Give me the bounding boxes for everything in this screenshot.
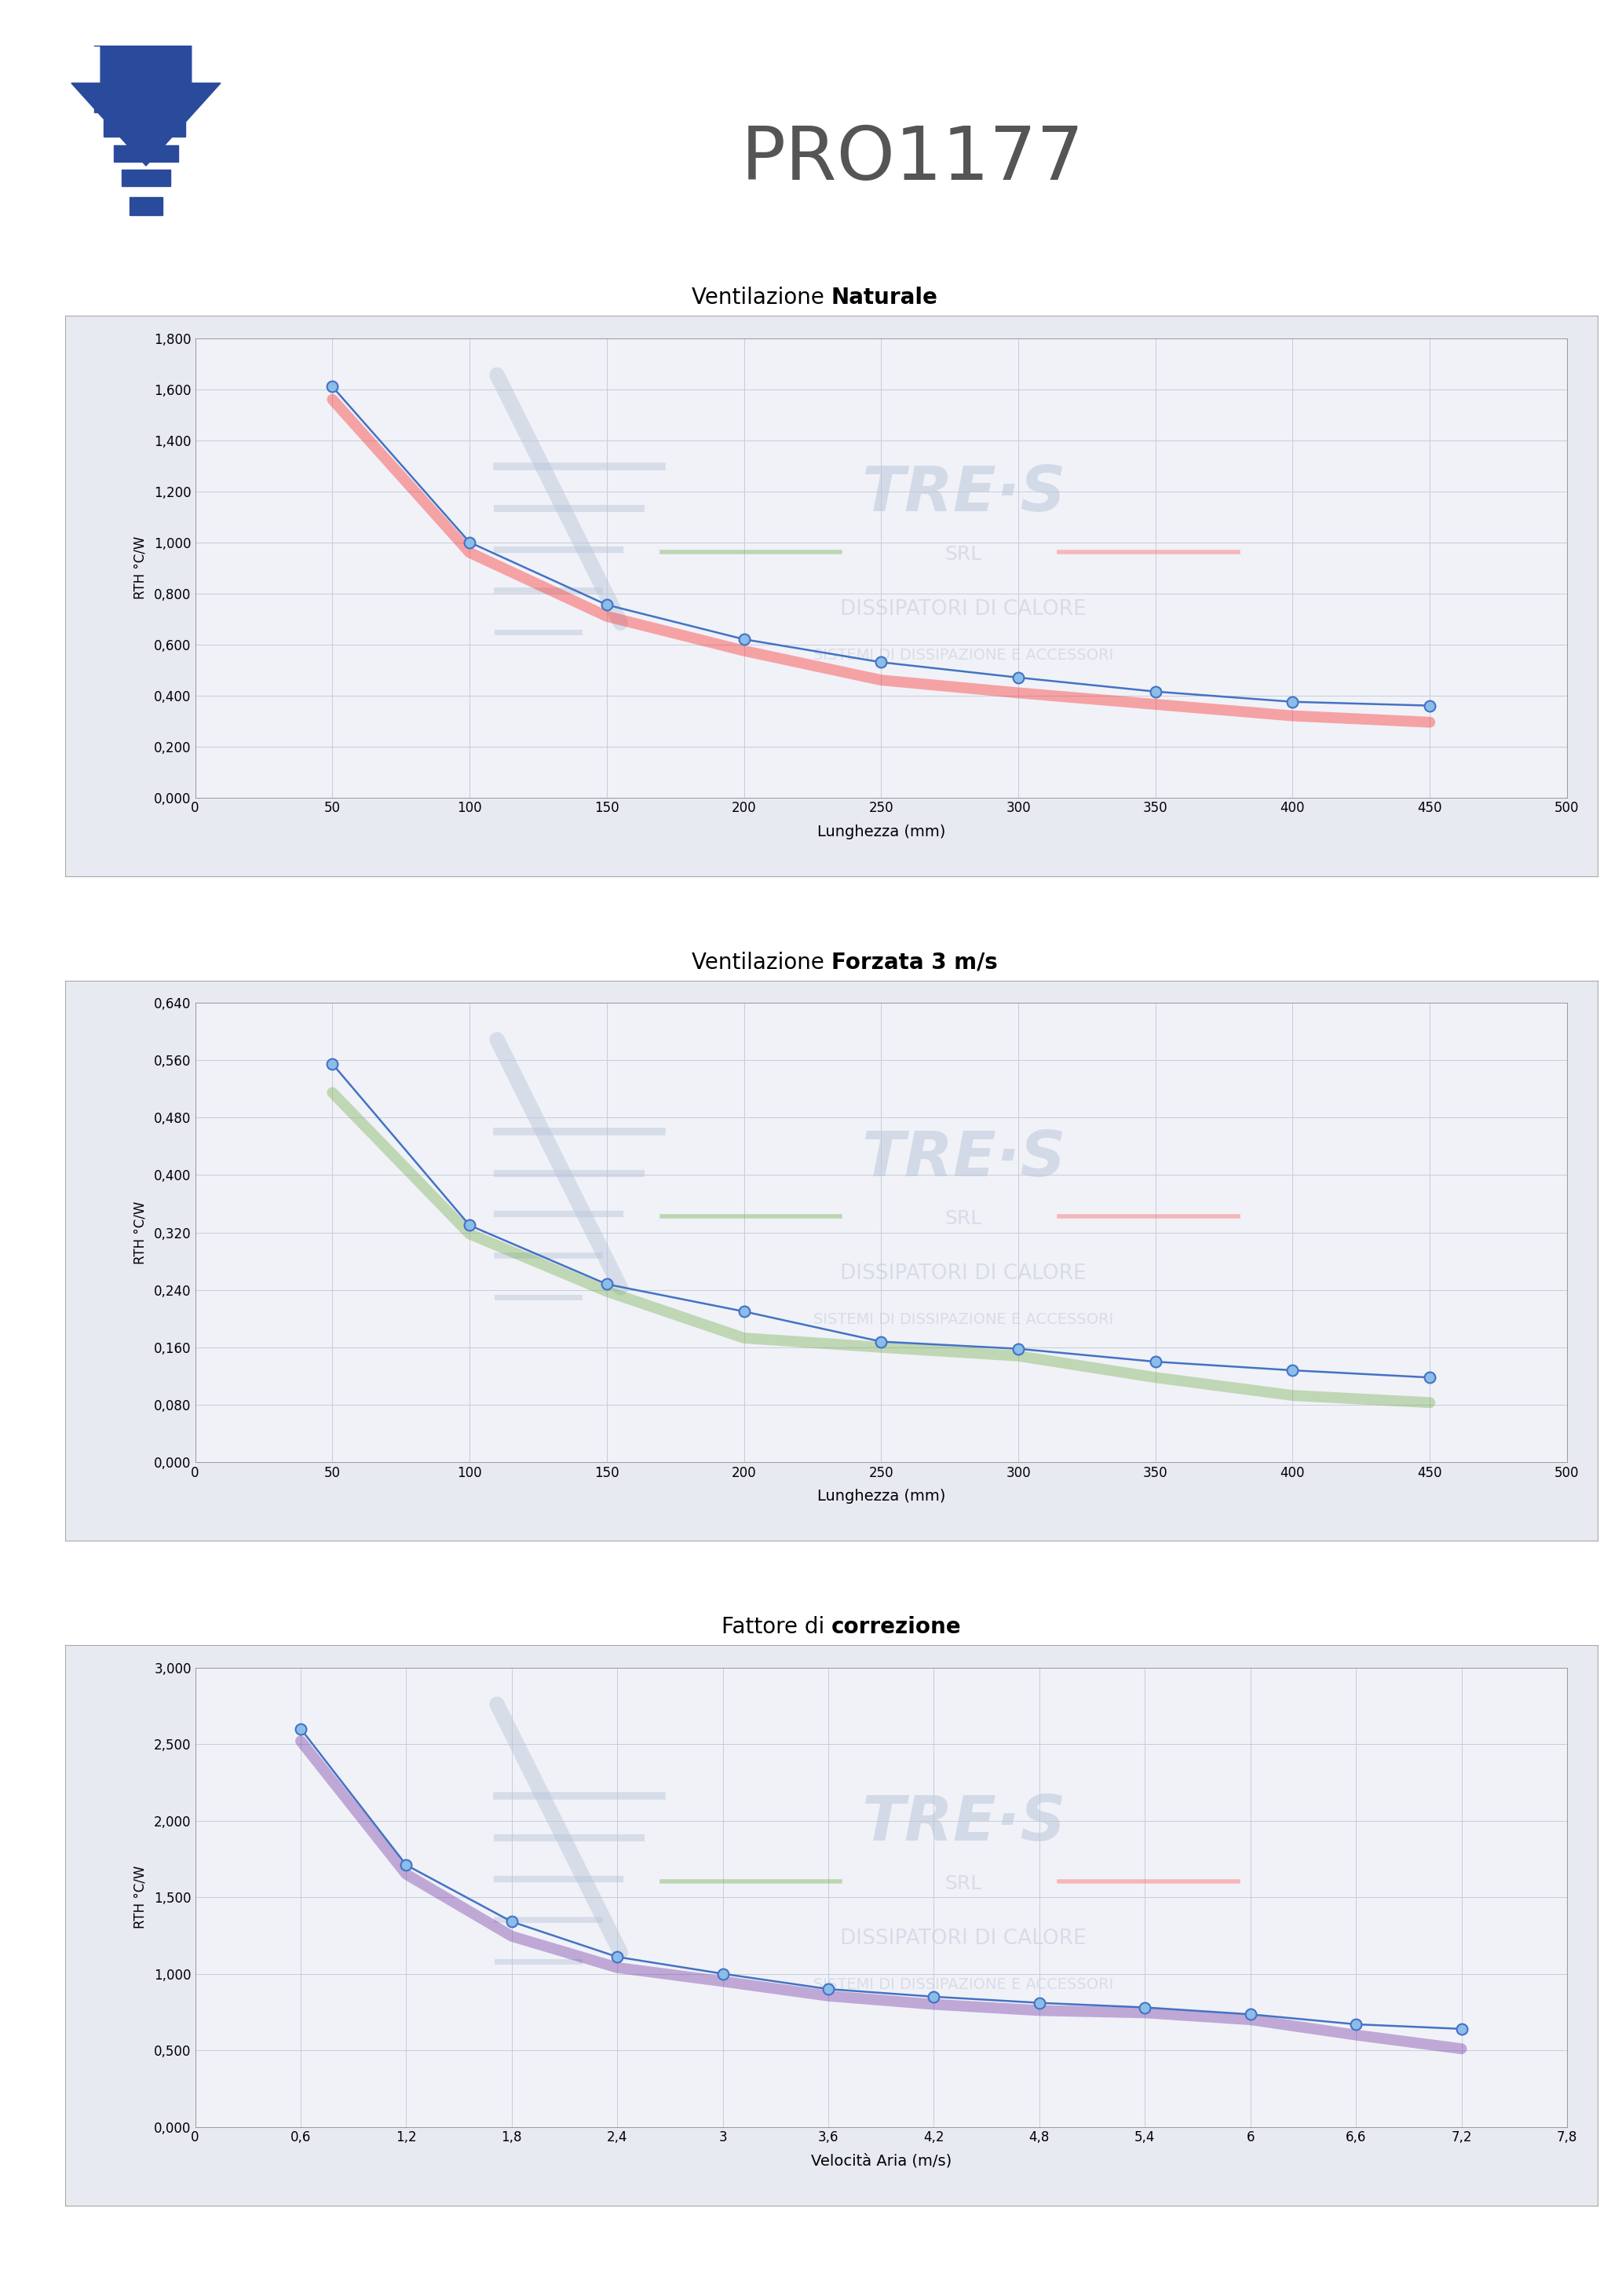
Text: Naturale: Naturale: [832, 287, 938, 310]
Polygon shape: [130, 197, 162, 216]
Text: Forzata 3 m/s: Forzata 3 m/s: [832, 951, 998, 974]
Text: Fattore di: Fattore di: [722, 1616, 832, 1639]
Text: DISSIPATORI DI CALORE: DISSIPATORI DI CALORE: [840, 599, 1087, 620]
X-axis label: Lunghezza (mm): Lunghezza (mm): [817, 1488, 946, 1504]
Text: PRO1177: PRO1177: [741, 124, 1083, 195]
Text: SISTEMI DI DISSIPAZIONE E ACCESSORI: SISTEMI DI DISSIPAZIONE E ACCESSORI: [813, 1977, 1113, 1993]
Y-axis label: RTH °C/W: RTH °C/W: [133, 1867, 148, 1929]
Text: Ventilazione: Ventilazione: [691, 287, 832, 310]
Text: TRE·S: TRE·S: [861, 1127, 1066, 1189]
Polygon shape: [122, 170, 170, 186]
Text: Ventilazione: Ventilazione: [691, 951, 832, 974]
X-axis label: Velocità Aria (m/s): Velocità Aria (m/s): [811, 2154, 952, 2167]
Text: SRL: SRL: [946, 1210, 981, 1228]
Text: TRE·S: TRE·S: [861, 464, 1066, 526]
Polygon shape: [104, 119, 185, 138]
X-axis label: Lunghezza (mm): Lunghezza (mm): [817, 824, 946, 838]
Text: DISSIPATORI DI CALORE: DISSIPATORI DI CALORE: [840, 1263, 1087, 1283]
Polygon shape: [71, 46, 221, 165]
Polygon shape: [114, 145, 178, 161]
Text: SRL: SRL: [946, 544, 981, 563]
Y-axis label: RTH °C/W: RTH °C/W: [133, 537, 148, 599]
Text: SISTEMI DI DISSIPAZIONE E ACCESSORI: SISTEMI DI DISSIPAZIONE E ACCESSORI: [813, 647, 1113, 664]
Polygon shape: [94, 96, 191, 113]
Y-axis label: RTH °C/W: RTH °C/W: [133, 1201, 148, 1265]
Text: SISTEMI DI DISSIPAZIONE E ACCESSORI: SISTEMI DI DISSIPAZIONE E ACCESSORI: [813, 1313, 1113, 1327]
Text: DISSIPATORI DI CALORE: DISSIPATORI DI CALORE: [840, 1929, 1087, 1949]
Text: correzione: correzione: [832, 1616, 962, 1639]
Text: TRE·S: TRE·S: [861, 1793, 1066, 1855]
Text: SRL: SRL: [946, 1874, 981, 1892]
